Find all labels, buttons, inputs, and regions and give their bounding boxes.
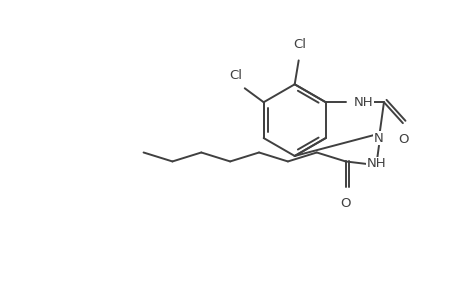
Text: O: O bbox=[398, 133, 408, 146]
Text: Cl: Cl bbox=[229, 69, 242, 82]
Text: NH: NH bbox=[353, 96, 373, 109]
Text: O: O bbox=[340, 197, 350, 210]
Text: NH: NH bbox=[366, 158, 386, 170]
Text: N: N bbox=[373, 132, 383, 145]
Text: Cl: Cl bbox=[292, 38, 306, 52]
